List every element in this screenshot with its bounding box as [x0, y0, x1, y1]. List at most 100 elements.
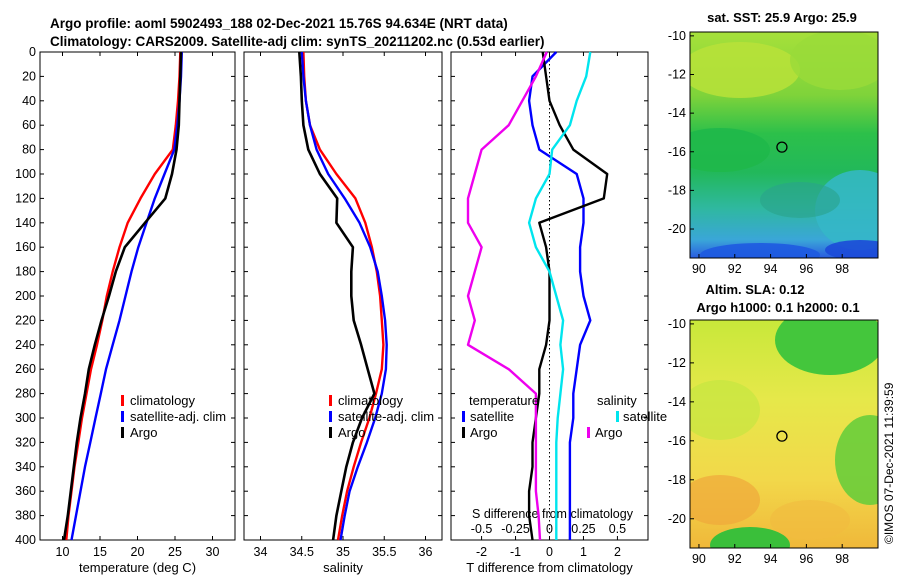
sal-series-satellite-adj-clim: [300, 51, 388, 541]
legend-label-argo: Argo: [130, 425, 157, 440]
depth-tick-label: 280: [15, 387, 36, 401]
sst-field-patches: [690, 32, 878, 258]
legend-label-satellite: satellite-adj. clim: [130, 409, 226, 424]
temperature-legend: climatology satellite-adj. clim Argo: [121, 393, 226, 440]
depth-tick-label: 60: [22, 118, 36, 132]
sst-argo-location-marker: [776, 141, 788, 153]
temp-axes-frame: [39, 51, 236, 541]
depth-tick-label: 80: [22, 143, 36, 157]
sla-xtick-label: 90: [692, 552, 706, 566]
sla-map-title-line-2: Argo h1000: 0.1 h2000: 0.1: [696, 300, 859, 315]
difference-legend: temperature salinity satellite Argo sate…: [462, 393, 667, 440]
diff-series-temperature-satellite: [527, 51, 592, 540]
sal-xtick-label: 34.5: [290, 545, 314, 559]
legend-label-climatology: climatology: [130, 393, 196, 408]
diff-xtick-label: 2: [614, 545, 621, 559]
depth-tick-label: 380: [15, 509, 36, 523]
sst-xtick-label: 90: [692, 262, 706, 276]
legend-label-argo: Argo: [338, 425, 365, 440]
sst-xtick-label: 96: [799, 262, 813, 276]
temp-series-climatology: [65, 51, 182, 541]
legend-label-s-argo: Argo: [595, 425, 622, 440]
diff-xtick-label: -1: [510, 545, 521, 559]
sal-xtick-label: 34: [254, 545, 268, 559]
imos-credit: ©IMOS 07-Dec-2021 11:39:59: [882, 382, 896, 544]
sla-map-title-line-1: Altim. SLA: 0.12: [706, 282, 805, 297]
title-line-1: Argo profile: aoml 5902493_188 02-Dec-20…: [50, 16, 508, 31]
salinity-legend: climatology satellite-adj. clim Argo: [329, 393, 434, 440]
sla-xtick-label: 98: [835, 552, 849, 566]
sst-map-xticks: 90 92 94 96 98: [692, 254, 849, 276]
sst-ytick-label: -12: [668, 67, 686, 81]
sst-ytick-label: -18: [668, 183, 686, 197]
legend-swatch-satellite: [121, 411, 124, 422]
temp-series-argo: [62, 51, 183, 541]
legend-label-t-satellite: satellite: [470, 409, 514, 424]
legend-swatch-s-satellite: [616, 411, 619, 422]
sst-map-yticks: -10 -12 -14 -16 -18 -20: [668, 29, 694, 236]
sla-argo-location-marker: [776, 430, 788, 442]
sla-xtick-label: 94: [764, 552, 778, 566]
s-tick-label: -0.25: [501, 522, 530, 536]
s-tick-label: 0.25: [571, 522, 595, 536]
depth-tick-label: 240: [15, 338, 36, 352]
legend-swatch-climatology: [329, 395, 332, 406]
s-tick-label: 0: [546, 522, 553, 536]
temp-xtick-label: 25: [168, 545, 182, 559]
legend-swatch-satellite: [329, 411, 332, 422]
diff-series-salinity-argo: [466, 51, 548, 541]
salinity-panel: 34 34.5 35 35.5 36 salinity: [243, 51, 443, 575]
sst-ytick-label: -14: [668, 106, 686, 120]
legend-swatch-argo: [121, 427, 124, 438]
temperature-panel: 0 20 40 60 80 100 120 140 160 180 200 220 240 260 280 3…: [15, 45, 236, 575]
sla-ytick-label: -20: [668, 512, 686, 526]
s-tick-label: 0.5: [609, 522, 626, 536]
temp-xtick-label: 15: [93, 545, 107, 559]
legend-title-salinity: salinity: [597, 393, 637, 408]
legend-title-temperature: temperature: [469, 393, 539, 408]
sst-xtick-label: 92: [728, 262, 742, 276]
legend-swatch-t-argo: [462, 427, 465, 438]
sla-ytick-label: -14: [668, 395, 686, 409]
depth-tick-label: 200: [15, 289, 36, 303]
depth-tick-label: 340: [15, 460, 36, 474]
diff-xtick-label: -2: [476, 545, 487, 559]
sal-axes-frame: [243, 51, 443, 541]
sla-field-patches: [690, 320, 878, 548]
depth-tick-label: 260: [15, 362, 36, 376]
sal-xtick-label: 36: [419, 545, 433, 559]
temp-xtick-label: 20: [131, 545, 145, 559]
sal-xtick-label: 35.5: [372, 545, 396, 559]
legend-swatch-argo: [329, 427, 332, 438]
sst-xtick-label: 98: [835, 262, 849, 276]
sst-map-frame: [689, 31, 879, 259]
depth-tick-label: 300: [15, 411, 36, 425]
depth-tick-label: 0: [29, 45, 36, 59]
legend-swatch-t-satellite: [462, 411, 465, 422]
sst-ytick-label: -10: [668, 29, 686, 43]
depth-tick-label: 120: [15, 191, 36, 205]
temp-xlabel: temperature (deg C): [79, 560, 196, 575]
sst-map: -10 -12 -14 -16 -18 -20 90 92 94 96 98: [668, 29, 879, 276]
temp-series-satellite-adj-clim: [70, 51, 183, 541]
sla-map-xticks: 90 92 94 96 98: [692, 544, 849, 566]
diff-series-temperature-argo: [527, 51, 609, 541]
depth-tick-label: 40: [22, 94, 36, 108]
legend-swatch-climatology: [121, 395, 124, 406]
depth-tick-label: 180: [15, 265, 36, 279]
sst-map-title: sat. SST: 25.9 Argo: 25.9: [707, 10, 857, 25]
legend-swatch-s-argo: [587, 427, 590, 438]
sla-ytick-label: -16: [668, 434, 686, 448]
sst-ytick-label: -20: [668, 222, 686, 236]
sla-xtick-label: 96: [799, 552, 813, 566]
sst-ytick-label: -16: [668, 145, 686, 159]
sal-xlabel: salinity: [323, 560, 363, 575]
depth-tick-label: 320: [15, 435, 36, 449]
sla-map-frame: [689, 319, 879, 549]
legend-label-s-satellite: satellite: [623, 409, 667, 424]
sla-ytick-label: -10: [668, 317, 686, 331]
depth-tick-label: 100: [15, 167, 36, 181]
s-tick-label: -0.5: [471, 522, 493, 536]
s-difference-label: S difference from climatology: [472, 507, 634, 521]
sla-map-yticks: -10 -12 -14 -16 -18 -20: [668, 317, 694, 526]
